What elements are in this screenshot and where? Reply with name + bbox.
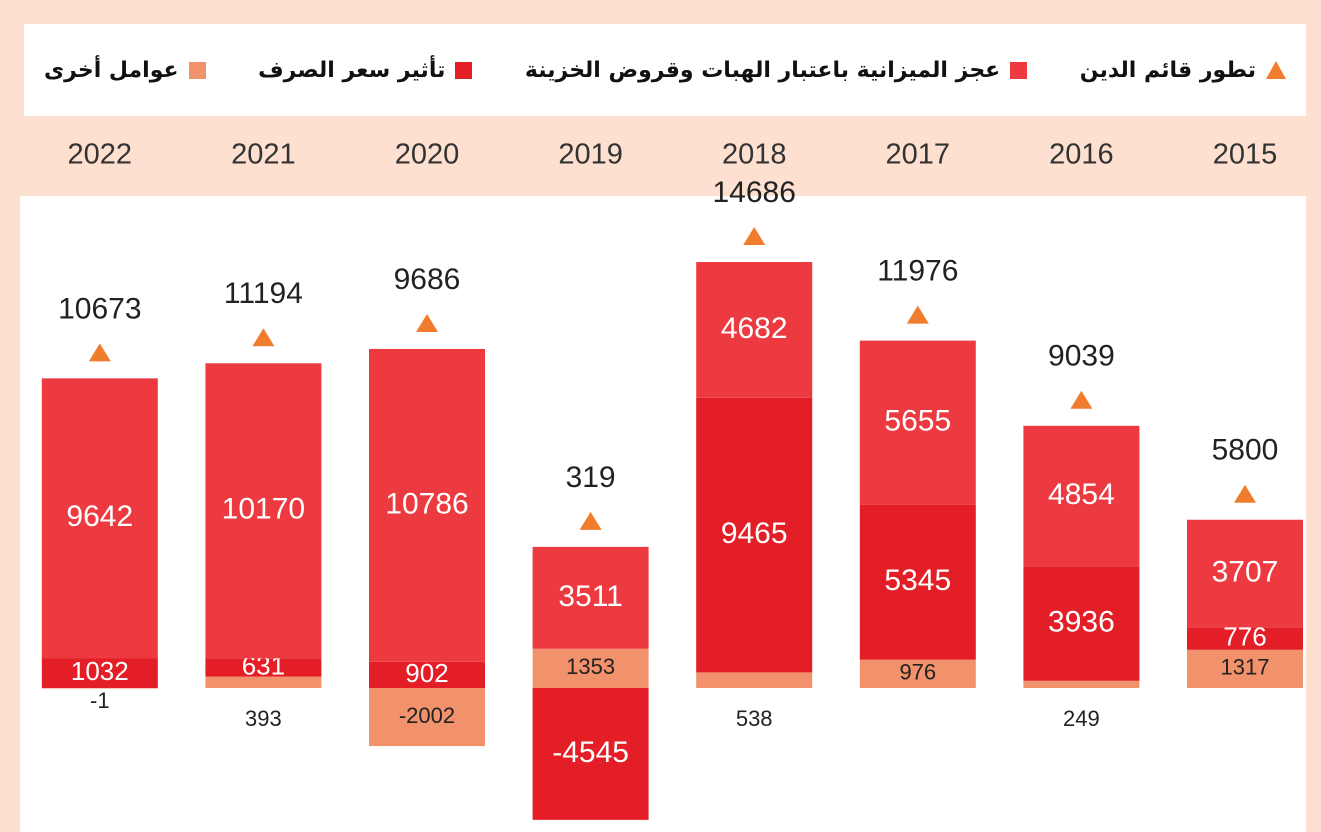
- value-label: -4545: [552, 736, 629, 769]
- bar-segment: [696, 397, 813, 673]
- legend-item: عجز الميزانية باعتبار الهبات وقروض الخزي…: [524, 57, 1028, 83]
- bar-segment: [1023, 566, 1140, 681]
- value-label: 9642: [66, 500, 133, 533]
- bar-segment: [369, 661, 485, 688]
- bar-segment: [532, 688, 649, 820]
- bar-segment: [859, 659, 976, 688]
- legend-swatch: [1010, 61, 1028, 79]
- bar-segment: [205, 658, 322, 677]
- legend-item: عوامل أخرى: [44, 58, 206, 83]
- x-tick-label: 2016: [1049, 139, 1114, 171]
- bar-segment: [532, 648, 649, 688]
- bar-segment: [696, 262, 813, 398]
- bar-segment: [41, 688, 158, 689]
- bar-segment: [369, 688, 485, 747]
- debt-marker: [743, 227, 766, 245]
- debt-label: 5800: [1212, 434, 1279, 467]
- debt-label: 14686: [712, 176, 795, 209]
- value-label: 5655: [884, 405, 951, 438]
- value-label: 5345: [884, 564, 951, 597]
- value-label: -2002: [399, 703, 455, 728]
- value-label: 3936: [1048, 606, 1115, 639]
- bar-segment: [205, 363, 322, 659]
- debt-marker: [1234, 484, 1256, 503]
- bar-segment: [532, 546, 649, 649]
- legend-item: تأثير سعر الصرف: [258, 57, 473, 83]
- bar-segment: [205, 676, 322, 688]
- x-tick-label: 2017: [886, 139, 951, 171]
- value-label: 902: [405, 658, 448, 688]
- debt-label: 9039: [1048, 340, 1115, 373]
- x-tick-label: 2018: [722, 139, 787, 171]
- value-label: -1: [90, 688, 110, 713]
- x-tick-label: 2021: [231, 139, 296, 171]
- x-tick-label: 2019: [558, 139, 623, 171]
- debt-label: 10673: [58, 292, 141, 325]
- legend-swatch: [1266, 61, 1286, 79]
- debt-label: 11194: [224, 277, 303, 310]
- legend-swatch: [188, 61, 206, 79]
- debt-label: 319: [566, 461, 616, 494]
- bar-segment: [859, 340, 976, 505]
- value-label: 538: [736, 706, 773, 731]
- bar-segment: [1187, 519, 1303, 628]
- value-label: 10786: [385, 487, 468, 520]
- value-label: 3511: [558, 580, 623, 613]
- legend-item: تطور قائم الدين: [1080, 58, 1286, 83]
- legend-label: تطور قائم الدين: [1079, 57, 1256, 83]
- bar-segment: [1023, 680, 1140, 688]
- value-label: 1353: [566, 654, 615, 679]
- value-label: 249: [1063, 706, 1100, 731]
- bar-segment: [369, 348, 485, 662]
- debt-marker: [252, 328, 275, 347]
- value-label: 1317: [1221, 655, 1270, 680]
- bar-segment: [696, 672, 813, 688]
- legend-label: تأثير سعر الصرف: [258, 57, 446, 83]
- x-tick-label: 2022: [68, 139, 133, 171]
- value-label: 976: [899, 660, 936, 685]
- bar-segment: [41, 658, 158, 688]
- value-label: 4854: [1048, 478, 1115, 511]
- debt-marker: [1070, 390, 1093, 409]
- bar-segment: [41, 378, 158, 659]
- value-label: 10170: [222, 493, 305, 526]
- value-label: 393: [245, 706, 282, 731]
- debt-label: 11976: [877, 255, 958, 288]
- bar-segment: [1187, 649, 1303, 688]
- legend-label: عوامل أخرى: [44, 57, 179, 83]
- debt-marker: [579, 511, 602, 530]
- value-label: 3707: [1212, 555, 1279, 588]
- bar-segment: [859, 504, 976, 660]
- legend: تطور قائم الدين عجز الميزانية باعتبار اله…: [24, 24, 1306, 116]
- value-label: 4682: [721, 312, 788, 345]
- debt-marker: [906, 305, 929, 324]
- x-tick-label: 2020: [395, 139, 460, 171]
- legend-swatch: [455, 61, 473, 79]
- bar-segment: [1023, 425, 1140, 567]
- value-label: 9465: [721, 517, 788, 550]
- legend-label: عجز الميزانية باعتبار الهبات وقروض الخزي…: [524, 57, 1001, 83]
- bar-segment: [1187, 627, 1303, 650]
- debt-marker: [88, 343, 111, 362]
- debt-label: 9686: [394, 263, 461, 296]
- x-tick-label: 2015: [1213, 139, 1278, 171]
- value-label: 1032: [71, 656, 129, 686]
- debt-marker: [416, 313, 438, 332]
